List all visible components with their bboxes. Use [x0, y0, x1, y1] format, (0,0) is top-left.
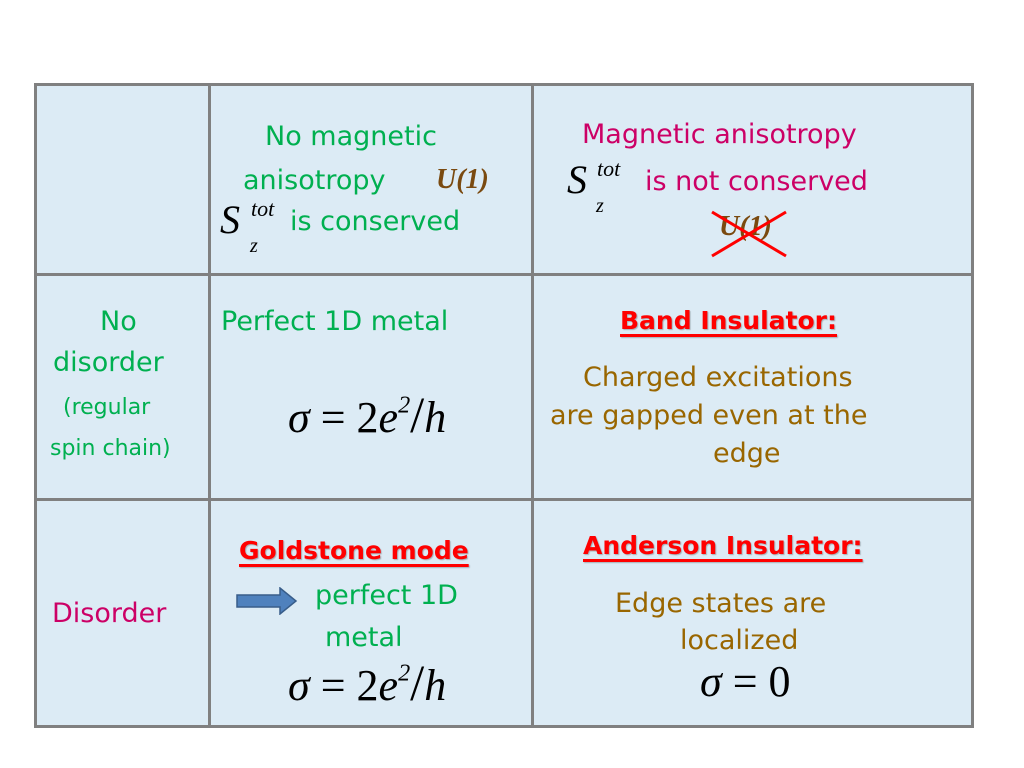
equals: =	[320, 661, 346, 710]
sz-sup-2: tot	[597, 156, 621, 181]
planck-h: h	[424, 393, 447, 442]
border-left	[34, 83, 37, 728]
row1-label-line4: spin chain)	[50, 436, 171, 461]
border-col1	[208, 83, 211, 728]
row1-col2-line3: edge	[713, 438, 781, 469]
cell-row1-label	[35, 275, 210, 500]
cell-header-anisotropy	[533, 85, 972, 275]
border-row2	[34, 498, 974, 501]
row1-col2-line1: Charged excitations	[583, 362, 853, 393]
cell-corner	[35, 85, 210, 275]
row2-col1-line1: perfect 1D	[315, 580, 458, 611]
equals: =	[732, 657, 758, 706]
row1-label-line2: disorder	[53, 347, 164, 378]
row2-col1-line2: metal	[325, 622, 403, 653]
cell-header-no-anisotropy	[210, 85, 533, 275]
border-right	[971, 83, 974, 728]
row1-label-line3: (regular	[63, 395, 151, 420]
sz-tot-symbol-2: S	[567, 157, 587, 202]
zero: 0	[768, 657, 791, 706]
sigma: σ	[288, 393, 310, 442]
sz-sub-2: z	[596, 195, 604, 217]
charge-e: e	[378, 393, 399, 442]
cross-out-icon	[711, 210, 787, 258]
conductance-zero-formula: σ = 0	[700, 660, 791, 704]
planck-h: h	[424, 661, 447, 710]
header-col2-line2: is not conserved	[645, 166, 868, 197]
header-col2-line1: Magnetic anisotropy	[582, 119, 857, 150]
u1-symbol: U(1)	[436, 164, 489, 195]
cell-row1-col2	[533, 275, 972, 500]
anderson-insulator-title: Anderson Insulator:	[583, 531, 863, 560]
slash: /	[410, 387, 425, 443]
exponent: 2	[398, 659, 411, 687]
exponent: 2	[398, 391, 411, 419]
goldstone-mode-title: Goldstone mode	[239, 536, 469, 565]
perfect-1d-metal-title: Perfect 1D metal	[221, 306, 449, 337]
conductance-formula-1: σ = 2e2/h	[288, 390, 446, 441]
row2-col2-line2: localized	[680, 625, 799, 656]
equals: =	[320, 393, 346, 442]
cell-row2-col2	[533, 500, 972, 727]
coefficient: 2	[356, 393, 379, 442]
charge-e: e	[378, 661, 399, 710]
border-row1	[34, 273, 974, 276]
slash: /	[410, 655, 425, 711]
cell-row2-col1	[210, 500, 533, 727]
band-insulator-title: Band Insulator:	[620, 306, 837, 335]
sz-tot-symbol: S	[220, 200, 240, 240]
row1-label-line1: No	[100, 306, 137, 337]
header-col1-line1: No magnetic	[265, 121, 437, 152]
border-top	[34, 83, 974, 86]
header-col1-line3: is conserved	[290, 206, 461, 237]
sigma: σ	[288, 661, 310, 710]
sz-sup: tot	[251, 196, 275, 221]
border-bottom	[34, 725, 974, 728]
conductance-formula-2: σ = 2e2/h	[288, 658, 446, 709]
coefficient: 2	[356, 661, 379, 710]
sz-sub: z	[250, 235, 258, 257]
s-main: S	[220, 197, 240, 242]
header-col1-line2: anisotropy	[243, 165, 386, 196]
cell-row2-label	[35, 500, 210, 727]
row2-label: Disorder	[52, 598, 167, 629]
border-col2	[531, 83, 534, 728]
sigma: σ	[700, 657, 722, 706]
cell-row1-col1	[210, 275, 533, 500]
row1-col2-line2: are gapped even at the	[550, 400, 868, 431]
right-arrow-icon	[236, 587, 298, 615]
row2-col2-line1: Edge states are	[615, 588, 827, 619]
